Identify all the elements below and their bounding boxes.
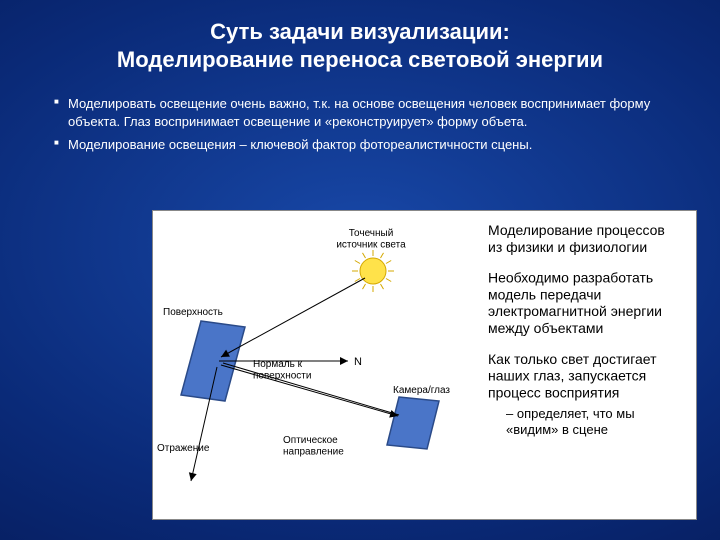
- svg-text:Оптическоенаправление: Оптическоенаправление: [283, 435, 344, 458]
- slide-title: Суть задачи визуализации: Моделирование …: [0, 0, 720, 79]
- svg-text:– определяет, что мы«видим» в: – определяет, что мы«видим» в сцене: [506, 406, 635, 437]
- svg-text:Нормаль кповерхности: Нормаль кповерхности: [253, 359, 311, 382]
- diagram-svg: Поверхность Отражение Нормаль кповерхности…: [153, 211, 696, 519]
- svg-text:Необходимо разработатьмодель п: Необходимо разработатьмодель передачиэле…: [488, 270, 662, 336]
- title-line-1: Суть задачи визуализации:: [40, 18, 680, 46]
- title-line-2: Моделирование переноса световой энергии: [40, 46, 680, 74]
- svg-text:Поверхность: Поверхность: [163, 307, 223, 318]
- slide: Суть задачи визуализации: Моделирование …: [0, 0, 720, 540]
- diagram-panel: Поверхность Отражение Нормаль кповерхности…: [152, 210, 697, 520]
- svg-text:Камера/глаз: Камера/глаз: [393, 385, 450, 396]
- bullet-item: Моделировать освещение очень важно, т.к.…: [54, 95, 680, 130]
- svg-text:Моделирование процессовиз физи: Моделирование процессовиз физики и физио…: [488, 222, 665, 255]
- svg-text:Как только свет достигаетнаших: Как только свет достигаетнаших глаз, зап…: [488, 351, 657, 401]
- svg-text:Точечныйисточник света: Точечныйисточник света: [336, 228, 406, 251]
- svg-text:Отражение: Отражение: [157, 443, 210, 454]
- bullet-list: Моделировать освещение очень важно, т.к.…: [54, 95, 680, 154]
- bullet-item: Моделирование освещения – ключевой факто…: [54, 136, 680, 154]
- svg-text:N: N: [354, 356, 362, 368]
